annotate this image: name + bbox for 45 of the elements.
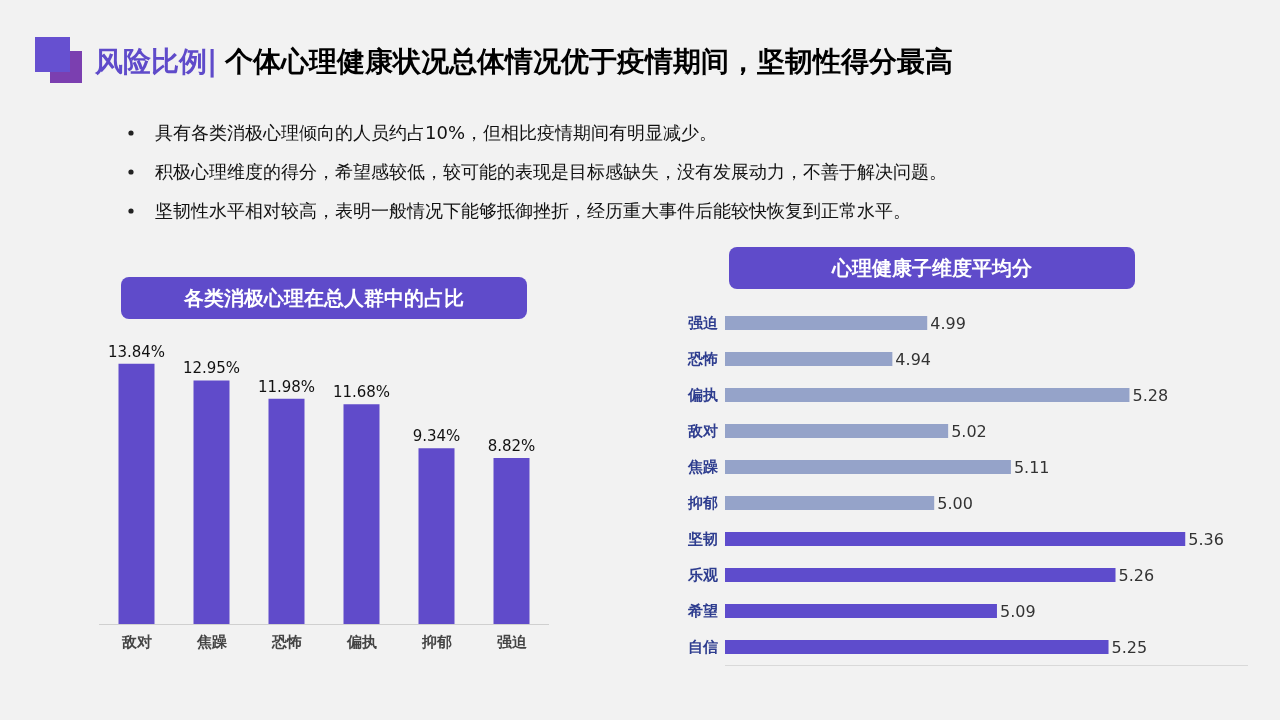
data-label: 11.68% <box>332 383 391 402</box>
text: 风险比例| <box>95 45 218 78</box>
chart-title: 各类消极心理在总人群中的占比 <box>121 277 527 319</box>
text: 积极心理维度的得分，希望感较低，较可能的表现是目标感缺失，没有发展动力，不善于解决问题。 <box>155 161 947 182</box>
bar <box>418 448 455 624</box>
y-tick-label: 偏执 <box>687 386 718 405</box>
data-label: 5.36 <box>1188 529 1224 549</box>
data-label: 5.28 <box>1132 385 1169 405</box>
y-tick-label: 恐怖 <box>687 350 718 369</box>
x-tick-label: 强迫 <box>496 633 528 651</box>
x-tick-label: 焦躁 <box>195 633 228 651</box>
data-label: 8.82% <box>487 437 536 456</box>
data-label: 5.26 <box>1118 565 1155 585</box>
bar <box>268 398 305 624</box>
chart-title: 心理健康子维度平均分 <box>729 247 1135 289</box>
y-tick-label: 乐观 <box>687 566 719 585</box>
data-label: 5.00 <box>937 493 973 513</box>
y-tick-label: 希望 <box>687 602 718 621</box>
bar <box>343 404 380 624</box>
data-label: 5.09 <box>999 601 1036 621</box>
data-label: 5.25 <box>1111 637 1148 657</box>
text: 坚韧性水平相对较高，表明一般情况下能够抵御挫折，经历重大事件后能较快恢复到正常水平。 <box>155 200 911 221</box>
x-tick-label: 抑郁 <box>420 633 452 651</box>
x-tick-label: 敌对 <box>120 633 152 651</box>
bar <box>193 380 230 624</box>
x-tick-label: 偏执 <box>345 633 377 651</box>
y-tick-label: 强迫 <box>688 314 719 333</box>
data-label: 12.95% <box>182 359 241 378</box>
bar <box>493 458 530 624</box>
y-tick-label: 敌对 <box>687 422 718 441</box>
y-tick-label: 抑郁 <box>687 494 718 513</box>
text: 具有各类消极心理倾向的人员约占10%，但相比疫情期间有明显减少。 <box>155 122 718 143</box>
data-label: 4.94 <box>895 349 931 369</box>
x-tick-label: 恐怖 <box>270 633 302 651</box>
y-tick-label: 自信 <box>688 638 718 657</box>
data-label: 11.98% <box>257 377 316 396</box>
data-label: 4.99 <box>930 313 966 333</box>
y-tick-label: 焦躁 <box>687 458 719 477</box>
data-label: 5.11 <box>1013 457 1050 477</box>
data-label: 13.84% <box>107 342 166 361</box>
data-label: 9.34% <box>412 427 461 446</box>
data-label: 5.02 <box>951 421 987 441</box>
bar <box>118 363 155 624</box>
text: 个体心理健康状况总体情况优于疫情期间，坚韧性得分最高 <box>225 45 954 78</box>
y-tick-label: 坚韧 <box>687 530 718 549</box>
